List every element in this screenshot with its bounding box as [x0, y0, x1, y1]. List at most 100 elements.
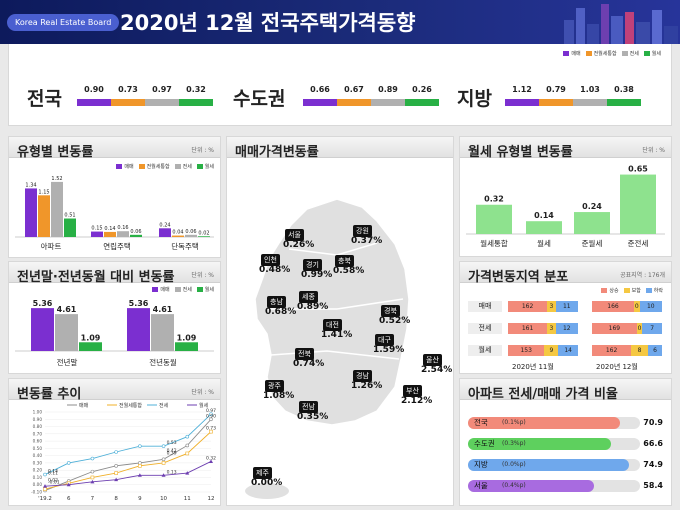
ratio-row: 전국 (0.1%p) 70.9 — [468, 417, 663, 429]
legend-wolse: 월세 — [204, 287, 214, 293]
region-name: 지방 — [457, 88, 492, 110]
ratio-region: 전국 — [474, 418, 488, 427]
ratio-change: (0.3%p) — [502, 440, 526, 447]
trend-series-line — [44, 431, 212, 490]
summary-bar — [337, 99, 371, 106]
region-name: 수도권 — [233, 88, 286, 110]
summary-bar — [405, 99, 439, 106]
ratio-value: 74.9 — [643, 460, 663, 469]
yoy-category-label: 전년말 — [57, 357, 78, 367]
legend-combined: 전월세통합 — [146, 164, 170, 170]
wolse-category-label: 준전세 — [628, 238, 649, 248]
summary-value: 1.12 — [512, 85, 532, 94]
map-city-name: 경북 — [381, 305, 400, 317]
legend-jeonse: 전세 — [182, 287, 192, 293]
trend-legend-label: 전세 — [159, 402, 169, 409]
trend-series-line — [44, 413, 212, 475]
map-city-name: 세종 — [299, 291, 318, 303]
type-bar-label: 0.06 — [185, 229, 196, 235]
trend-xtick: 12 — [208, 496, 215, 502]
wolse-category-label: 준월세 — [582, 238, 603, 248]
type-bar — [38, 195, 50, 237]
trend-point — [161, 461, 166, 465]
distribution-cell: 169 — [592, 323, 637, 334]
trend-point — [90, 469, 95, 474]
map-city-value: 0.37% — [351, 236, 383, 246]
type-bar-label: 0.06 — [130, 229, 141, 235]
ratio-change: (0.0%p) — [502, 461, 526, 468]
wolse-type-unit: 단위 : % — [642, 147, 665, 154]
map-city-name: 울산 — [423, 354, 442, 366]
summary-bar — [607, 99, 641, 106]
type-bar — [25, 188, 37, 237]
trend-data-label: 0.73 — [206, 426, 216, 432]
summary-value: 0.90 — [84, 85, 104, 94]
wolse-type-title: 월세 유형별 변동률 — [468, 145, 573, 160]
trend-point — [137, 473, 142, 477]
page-title: 2020년 12월 전국주택가격동향 — [120, 11, 416, 35]
type-bar — [64, 218, 76, 237]
trend-xtick: 7 — [91, 496, 95, 502]
trend-point — [209, 417, 213, 422]
wolse-bar-label: 0.24 — [582, 202, 602, 211]
yoy-unit: 단위 : % — [191, 272, 214, 279]
trend-point — [43, 487, 47, 491]
trend-ytick: 0.20 — [33, 468, 43, 473]
wolse-bar-label: 0.32 — [484, 195, 504, 204]
type-change-legend: 매매 전월세통합 전세 월세 — [116, 163, 214, 170]
map-city-name: 인천 — [261, 254, 280, 266]
type-bar — [159, 228, 171, 237]
trend-series-line — [44, 418, 212, 491]
wolse-bar — [526, 221, 562, 234]
summary-value: 0.67 — [344, 85, 364, 94]
map-city-name: 충남 — [267, 296, 286, 308]
trend-point — [185, 443, 190, 448]
type-bar — [172, 235, 184, 237]
wolse-bar — [476, 204, 512, 234]
type-change-title: 유형별 변동률 — [17, 145, 94, 160]
trend-legend-label: 월세 — [199, 402, 209, 409]
trend-ytick: 0.40 — [33, 453, 43, 458]
summary-bar — [573, 99, 607, 106]
ratio-row: 수도권 (0.3%p) 66.6 — [468, 438, 663, 450]
map-city-value: 0.26% — [283, 240, 315, 250]
ratio-value: 70.9 — [643, 418, 663, 427]
yoy-bar-label: 4.61 — [57, 305, 77, 314]
trend-point — [138, 464, 142, 468]
ratio-title: 아파트 전세/매매 가격 비율 — [468, 387, 618, 402]
trend-data-label: 0.13 — [167, 469, 177, 475]
legend-up: 상승 — [609, 288, 619, 294]
yoy-bar — [31, 308, 54, 351]
map-city-value: 0.00% — [251, 478, 283, 488]
legend-down: 하락 — [653, 288, 663, 294]
city-skyline-illustration — [564, 4, 678, 44]
map-title: 매매가격변동률 — [235, 145, 319, 160]
distribution-panel: 가격변동지역 분포 공표지역 : 176개 상승 보합 하락 매매 162 3 11 1… — [459, 261, 672, 374]
trend-series-line — [44, 461, 212, 487]
yoy-bar-label: 1.09 — [81, 333, 101, 342]
trend-point — [185, 434, 190, 439]
trend-point — [209, 459, 213, 463]
summary-bar — [77, 99, 111, 106]
map-city-value: 0.89% — [297, 302, 329, 312]
type-bar — [104, 231, 116, 237]
map-city-value: 0.68% — [265, 307, 297, 317]
summary-bar — [505, 99, 539, 106]
trend-point — [66, 482, 71, 487]
wolse-type-panel: 월세 유형별 변동률 단위 : % 0.32 월세통합 0.14 월세 0.24 준월세 0… — [459, 136, 672, 257]
map-city-name: 부산 — [403, 385, 422, 397]
ratio-region: 서울 — [474, 481, 488, 490]
distribution-cell: 7 — [642, 323, 662, 334]
type-bar-label: 0.24 — [159, 222, 170, 228]
distribution-row-label: 매매 — [468, 301, 502, 312]
map-city-name: 강원 — [353, 225, 372, 237]
distribution-cell: 9 — [544, 345, 559, 356]
type-category-label: 단독주택 — [171, 241, 199, 251]
yoy-bar — [127, 308, 150, 351]
summary-bar — [111, 99, 145, 106]
trend-xtick: '19.2 — [38, 496, 52, 502]
ratio-row: 서울 (0.4%p) 58.4 — [468, 480, 663, 492]
trend-chart: 매매 전월세통합 전세 월세 1.00 0.90 0.80 0.70 0.60 0.50 0.40 0… — [31, 402, 216, 502]
ratio-row: 지방 (0.0%p) 74.9 — [468, 459, 663, 471]
ratio-change: (0.4%p) — [502, 482, 526, 489]
